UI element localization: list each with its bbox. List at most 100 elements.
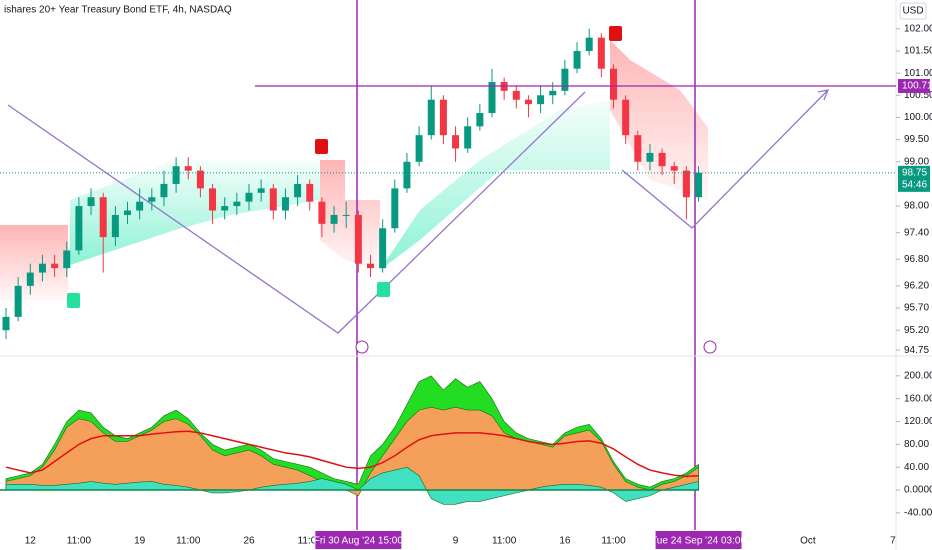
y-tick-label: 95.70 (904, 303, 929, 314)
y-tick-label: 99.00 (904, 156, 929, 167)
event-icon[interactable] (703, 340, 717, 354)
chart-title: ishares 20+ Year Treasury Bond ETF, 4h, … (4, 5, 232, 16)
x-tick-label: 9 (453, 536, 459, 547)
x-tick-label: 11:00 (176, 536, 201, 547)
candle-body (658, 152, 666, 167)
candle-body (294, 183, 302, 198)
candle-body (148, 197, 156, 202)
y-tick-label: 100.00 (904, 112, 932, 123)
y-tick-label: 101.00 (904, 68, 932, 79)
last-price-label: 98.75 (902, 167, 927, 178)
sell-signal (609, 26, 622, 41)
y-tick-label: 97.40 (904, 227, 929, 238)
candle-body (342, 214, 350, 216)
candle-body (597, 37, 605, 69)
y-tick-label: 96.20 (904, 281, 929, 292)
candle-body (2, 316, 10, 331)
candle-body (26, 272, 34, 286)
candle-body (452, 135, 460, 149)
candle-body (233, 201, 241, 207)
candle-body (464, 126, 472, 149)
price-line-label: 100.71 (902, 81, 932, 92)
candle-body (573, 50, 581, 69)
candle-body (524, 99, 532, 105)
candle-body (403, 161, 411, 189)
candle-body (415, 135, 423, 162)
x-tick-label: 11:00 (67, 536, 92, 547)
event-icon[interactable] (355, 340, 369, 354)
candle-body (63, 250, 71, 269)
x-tick-label: 11:00 (601, 536, 626, 547)
y-tick-label: 40.00 (904, 462, 929, 473)
candle-body (99, 197, 107, 238)
x-tick-label: 19 (134, 536, 146, 547)
signal-line (5, 430, 699, 478)
y-tick-label: 95.20 (904, 325, 929, 336)
buy-signal (377, 282, 390, 297)
price-line-tag (898, 78, 930, 93)
candle-body (75, 206, 83, 251)
candle-body (330, 214, 338, 224)
y-tick-label: 102.00 (904, 23, 932, 34)
y-tick-label: 0.0000 (904, 485, 932, 496)
candle-body (172, 166, 180, 184)
x-tick-label: 7 (890, 536, 896, 547)
candle-body (257, 188, 265, 193)
candle-body (160, 183, 168, 198)
y-tick-label: 80.00 (904, 439, 929, 450)
candle-body (512, 90, 520, 100)
candle-body (391, 188, 399, 229)
oscillator-area (5, 406, 699, 497)
candle-body (549, 90, 557, 96)
sell-signal (315, 139, 328, 154)
buy-signal (67, 293, 80, 308)
last-price-tag (898, 165, 930, 192)
candle-body (610, 68, 617, 100)
x-tick-label: 12 (25, 536, 37, 547)
y-tick-label: 160.00 (904, 393, 932, 404)
candle-body (318, 201, 326, 224)
candle-body (14, 285, 22, 317)
candle-body (111, 214, 119, 238)
crosshair-date-box (315, 531, 402, 549)
candle-body (379, 228, 387, 269)
candle-body (306, 183, 314, 202)
candle-body (87, 197, 95, 207)
y-tick-label: 200.00 (904, 370, 932, 381)
arrow-head (817, 89, 830, 101)
candle-body (682, 170, 690, 198)
y-tick-label: 120.00 (904, 416, 932, 427)
y-tick-label: 99.50 (904, 134, 929, 145)
x-tick-label: Tue 24 Sep '24 03:00 (651, 536, 746, 547)
candle-body (427, 99, 435, 136)
y-tick-label: 96.80 (904, 254, 929, 265)
x-tick-label: 26 (243, 536, 255, 547)
currency-box[interactable] (899, 2, 927, 20)
x-tick-label: Oct (800, 536, 816, 547)
x-tick-label: 11:00 (298, 536, 323, 547)
candle-body (136, 201, 144, 211)
candle-body (209, 188, 217, 211)
candle-body (439, 99, 447, 136)
x-tick-label: 11:00 (492, 536, 517, 547)
candle-body (221, 206, 229, 211)
candle-body (670, 166, 678, 171)
trend-bands (0, 40, 708, 300)
candle-body (695, 172, 703, 198)
candle-body (561, 68, 569, 91)
candle-body (245, 192, 253, 202)
drawing (7, 91, 586, 334)
candle-body (281, 197, 289, 211)
candle-body (51, 263, 59, 269)
candle-body (354, 214, 362, 264)
candle-body (269, 188, 277, 211)
y-tick-label: 101.50 (904, 46, 932, 57)
candle-body (476, 113, 484, 127)
candle-body (622, 99, 630, 136)
crosshair-date-box (655, 531, 742, 549)
drawing (621, 89, 829, 229)
candle-body (537, 95, 545, 105)
candle-body (367, 263, 374, 269)
y-tick-label: -40.00 (904, 508, 932, 519)
